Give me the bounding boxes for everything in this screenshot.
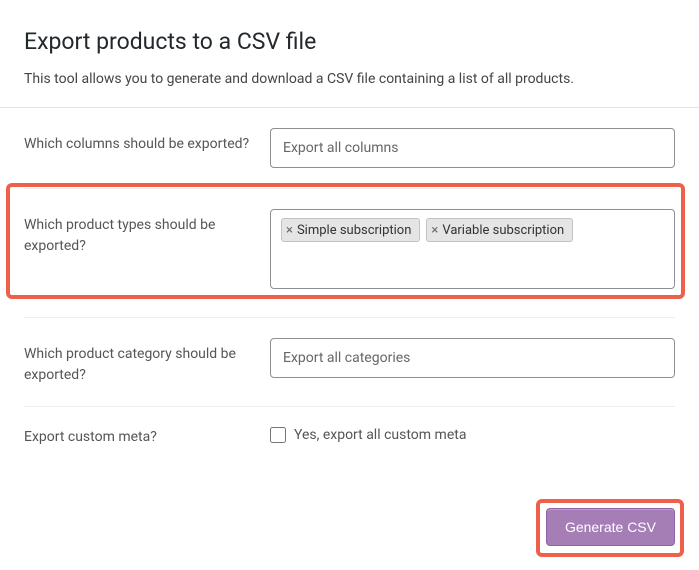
category-control: Export all categories xyxy=(270,338,675,378)
custom-meta-row: Export custom meta? Yes, export all cust… xyxy=(24,407,675,468)
category-placeholder: Export all categories xyxy=(283,350,410,366)
product-types-select[interactable]: × Simple subscription × Variable subscri… xyxy=(270,209,675,289)
tag-simple-subscription[interactable]: × Simple subscription xyxy=(281,218,420,242)
product-types-control: × Simple subscription × Variable subscri… xyxy=(270,209,675,289)
category-label: Which product category should be exporte… xyxy=(24,338,270,386)
product-types-row: Which product types should be exported? … xyxy=(24,189,675,318)
custom-meta-checkbox[interactable] xyxy=(270,427,286,443)
form-section: Which columns should be exported? Export… xyxy=(24,108,675,468)
product-types-label: Which product types should be exported? xyxy=(24,209,270,257)
columns-row: Which columns should be exported? Export… xyxy=(24,108,675,189)
category-select[interactable]: Export all categories xyxy=(270,338,675,378)
page-description: This tool allows you to generate and dow… xyxy=(24,71,675,87)
tag-label: Simple subscription xyxy=(297,223,411,238)
export-form-container: Export products to a CSV file This tool … xyxy=(0,0,699,570)
tag-variable-subscription[interactable]: × Variable subscription xyxy=(426,218,573,242)
custom-meta-checkbox-label: Yes, export all custom meta xyxy=(294,427,466,443)
category-row: Which product category should be exporte… xyxy=(24,318,675,407)
columns-label: Which columns should be exported? xyxy=(24,128,270,155)
columns-select[interactable]: Export all columns xyxy=(270,128,675,168)
page-title: Export products to a CSV file xyxy=(24,28,675,55)
custom-meta-label: Export custom meta? xyxy=(24,427,270,448)
columns-control: Export all columns xyxy=(270,128,675,168)
generate-csv-button[interactable]: Generate CSV xyxy=(546,508,675,546)
tag-label: Variable subscription xyxy=(442,223,564,238)
custom-meta-checkbox-row: Yes, export all custom meta xyxy=(270,427,675,443)
close-icon[interactable]: × xyxy=(431,224,438,237)
columns-placeholder: Export all columns xyxy=(283,140,398,156)
close-icon[interactable]: × xyxy=(286,224,293,237)
footer: Generate CSV xyxy=(24,508,675,546)
custom-meta-control: Yes, export all custom meta xyxy=(270,427,675,443)
